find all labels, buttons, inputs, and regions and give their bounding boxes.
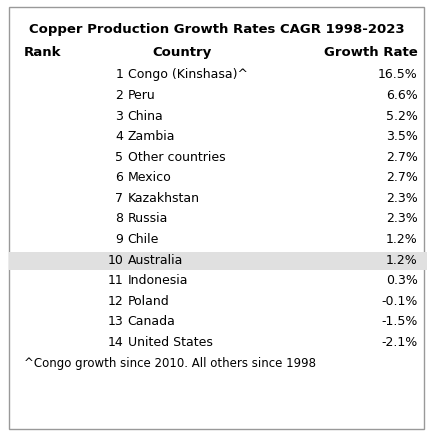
Text: 0.3%: 0.3% bbox=[386, 274, 418, 287]
Text: Kazakhstan: Kazakhstan bbox=[128, 192, 200, 205]
Text: Indonesia: Indonesia bbox=[128, 274, 188, 287]
Text: Mexico: Mexico bbox=[128, 171, 171, 184]
Text: -2.1%: -2.1% bbox=[381, 336, 418, 349]
Text: China: China bbox=[128, 110, 164, 123]
Text: 11: 11 bbox=[108, 274, 123, 287]
Text: Russia: Russia bbox=[128, 212, 168, 226]
Text: Country: Country bbox=[152, 46, 211, 59]
Text: 3: 3 bbox=[116, 110, 123, 123]
Text: Congo (Kinshasa)^: Congo (Kinshasa)^ bbox=[128, 68, 248, 81]
Text: 5: 5 bbox=[116, 151, 123, 164]
Text: 12: 12 bbox=[108, 295, 123, 308]
Text: United States: United States bbox=[128, 336, 213, 349]
Text: 1: 1 bbox=[116, 68, 123, 81]
Text: Zambia: Zambia bbox=[128, 130, 175, 143]
FancyBboxPatch shape bbox=[9, 7, 424, 429]
Text: Australia: Australia bbox=[128, 254, 183, 267]
Text: ^Congo growth since 2010. All others since 1998: ^Congo growth since 2010. All others sin… bbox=[24, 357, 316, 370]
Text: Copper Production Growth Rates CAGR 1998-2023: Copper Production Growth Rates CAGR 1998… bbox=[29, 23, 404, 36]
Text: Growth Rate: Growth Rate bbox=[324, 46, 418, 59]
Text: 2: 2 bbox=[116, 89, 123, 102]
Text: 2.3%: 2.3% bbox=[386, 212, 418, 226]
Text: 3.5%: 3.5% bbox=[386, 130, 418, 143]
Text: Canada: Canada bbox=[128, 315, 176, 328]
Text: -1.5%: -1.5% bbox=[381, 315, 418, 328]
Text: 1.2%: 1.2% bbox=[386, 233, 418, 246]
Text: Peru: Peru bbox=[128, 89, 155, 102]
Text: 8: 8 bbox=[116, 212, 123, 226]
Text: 2.3%: 2.3% bbox=[386, 192, 418, 205]
Text: 13: 13 bbox=[108, 315, 123, 328]
Text: 14: 14 bbox=[108, 336, 123, 349]
Text: Other countries: Other countries bbox=[128, 151, 225, 164]
Text: 5.2%: 5.2% bbox=[386, 110, 418, 123]
Text: 2.7%: 2.7% bbox=[386, 151, 418, 164]
Text: Poland: Poland bbox=[128, 295, 169, 308]
Text: -0.1%: -0.1% bbox=[381, 295, 418, 308]
Text: 6: 6 bbox=[116, 171, 123, 184]
Text: 2.7%: 2.7% bbox=[386, 171, 418, 184]
Text: Chile: Chile bbox=[128, 233, 159, 246]
Text: 4: 4 bbox=[116, 130, 123, 143]
Text: Rank: Rank bbox=[24, 46, 61, 59]
Text: 7: 7 bbox=[116, 192, 123, 205]
FancyBboxPatch shape bbox=[9, 252, 427, 270]
Text: 1.2%: 1.2% bbox=[386, 254, 418, 267]
Text: 6.6%: 6.6% bbox=[386, 89, 418, 102]
Text: 16.5%: 16.5% bbox=[378, 68, 418, 81]
Text: 10: 10 bbox=[107, 254, 123, 267]
Text: 9: 9 bbox=[116, 233, 123, 246]
